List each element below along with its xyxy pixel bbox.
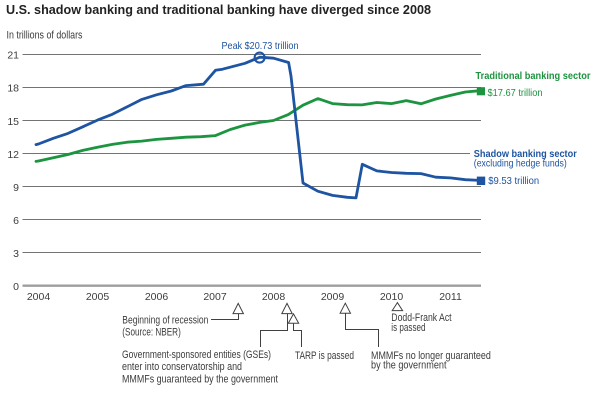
svg-text:2004: 2004: [27, 291, 51, 303]
svg-text:2011: 2011: [439, 291, 462, 303]
svg-text:15: 15: [7, 116, 19, 128]
svg-text:TARP is passed: TARP is passed: [295, 350, 354, 362]
svg-text:$17.67 trillion: $17.67 trillion: [488, 87, 543, 99]
svg-text:MMMFs guaranteed by the govern: MMMFs guaranteed by the government: [122, 374, 278, 386]
svg-text:9: 9: [13, 182, 19, 194]
svg-text:enter into conservatorship and: enter into conservatorship and: [122, 361, 242, 373]
svg-text:Dodd-Frank Act: Dodd-Frank Act: [391, 312, 451, 324]
svg-text:6: 6: [13, 215, 19, 227]
svg-text:3: 3: [13, 248, 19, 260]
svg-text:12: 12: [7, 149, 19, 161]
svg-text:Government-sponsored entities: Government-sponsored entities (GSEs): [122, 349, 271, 361]
svg-text:2006: 2006: [145, 291, 169, 303]
svg-text:In trillions of dollars: In trillions of dollars: [7, 30, 83, 42]
svg-text:2009: 2009: [321, 291, 345, 303]
svg-text:2007: 2007: [203, 291, 227, 303]
svg-text:MMMFs no longer guaranteed: MMMFs no longer guaranteed: [371, 350, 491, 362]
svg-text:0: 0: [13, 281, 19, 293]
svg-text:2010: 2010: [380, 291, 404, 303]
svg-text:Beginning of recession: Beginning of recession: [122, 315, 208, 327]
svg-text:2005: 2005: [86, 291, 110, 303]
svg-text:is passed: is passed: [391, 322, 425, 334]
svg-text:2008: 2008: [262, 291, 286, 303]
svg-text:U.S. shadow banking and tradit: U.S. shadow banking and traditional bank…: [6, 2, 431, 17]
svg-text:21: 21: [7, 50, 19, 62]
svg-text:Shadow banking sector: Shadow banking sector: [474, 148, 577, 160]
svg-text:$9.53 trillion: $9.53 trillion: [488, 175, 539, 187]
svg-text:Peak $20.73 trillion: Peak $20.73 trillion: [222, 40, 299, 52]
svg-text:18: 18: [7, 83, 19, 95]
svg-text:(Source: NBER): (Source: NBER): [122, 327, 181, 339]
svg-text:by the government: by the government: [371, 360, 447, 372]
svg-text:Traditional banking sector: Traditional banking sector: [476, 70, 591, 82]
svg-text:(excluding hedge funds): (excluding hedge funds): [474, 158, 567, 170]
